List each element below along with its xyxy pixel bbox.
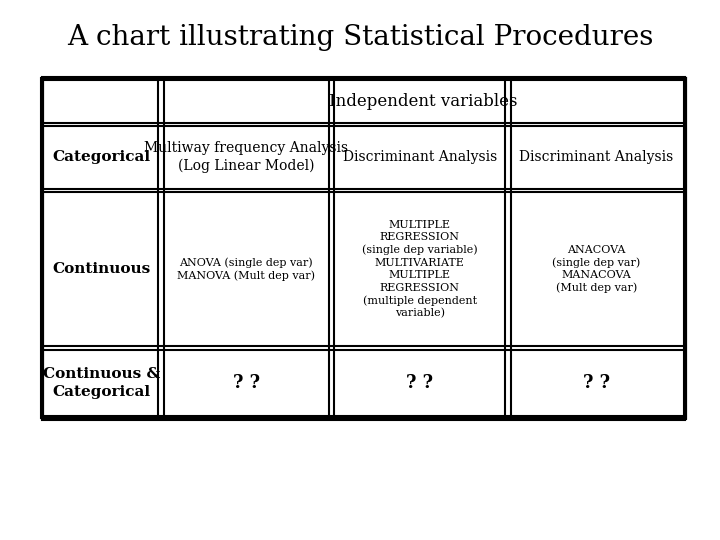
Text: Discriminant Analysis: Discriminant Analysis (520, 150, 674, 164)
Text: Discriminant Analysis: Discriminant Analysis (343, 150, 497, 164)
Text: MULTIPLE
REGRESSION
(single dep variable)
MULTIVARIATE
MULTIPLE
REGRESSION
(mult: MULTIPLE REGRESSION (single dep variable… (362, 220, 477, 319)
Text: ? ?: ? ? (406, 374, 433, 392)
Text: ANOVA (single dep var)
MANOVA (Mult dep var): ANOVA (single dep var) MANOVA (Mult dep … (177, 257, 315, 281)
Text: A chart illustrating Statistical Procedures: A chart illustrating Statistical Procedu… (67, 24, 653, 51)
Text: Categorical: Categorical (53, 150, 150, 164)
Text: ANACOVA
(single dep var)
MANACOVA
(Mult dep var): ANACOVA (single dep var) MANACOVA (Mult … (552, 245, 641, 293)
Text: Independent variables: Independent variables (329, 93, 517, 110)
Text: ? ?: ? ? (233, 374, 260, 392)
Bar (42, 78, 685, 418)
Text: Continuous: Continuous (53, 262, 150, 276)
Text: ? ?: ? ? (583, 374, 610, 392)
Text: Continuous &
Categorical: Continuous & Categorical (42, 367, 160, 399)
Text: Multiway frequency Analysis
(Log Linear Model): Multiway frequency Analysis (Log Linear … (144, 141, 348, 173)
